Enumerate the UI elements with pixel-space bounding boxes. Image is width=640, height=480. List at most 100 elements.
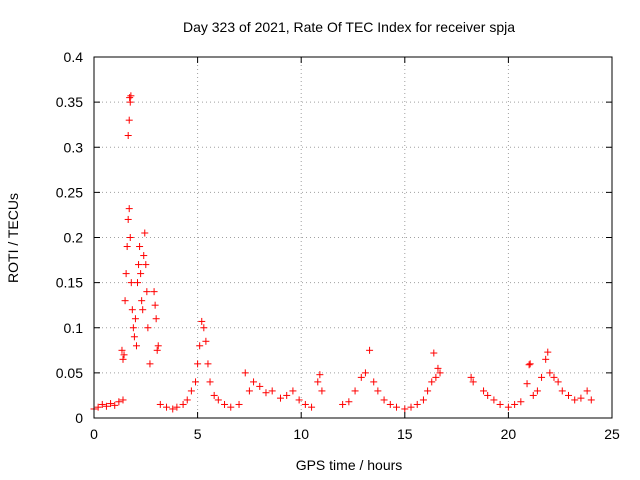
data-point — [154, 342, 162, 350]
data-point — [137, 270, 145, 278]
data-point — [152, 315, 160, 323]
data-point — [126, 94, 134, 102]
data-point — [143, 288, 151, 296]
data-point — [301, 400, 309, 408]
data-point — [583, 387, 591, 395]
data-point — [250, 378, 258, 386]
x-tick-label: 10 — [293, 426, 309, 442]
data-point — [194, 360, 202, 368]
grid — [94, 57, 612, 418]
data-point — [401, 405, 409, 413]
data-point — [119, 355, 127, 363]
data-point — [268, 387, 276, 395]
data-point — [146, 360, 154, 368]
data-point — [386, 400, 394, 408]
data-point — [150, 288, 158, 296]
data-point — [123, 243, 131, 251]
data-point — [127, 92, 135, 100]
data-point — [484, 391, 492, 399]
data-point — [204, 360, 212, 368]
data-point — [136, 243, 144, 251]
data-point — [357, 373, 365, 381]
data-point — [430, 349, 438, 357]
data-point — [295, 396, 303, 404]
data-point — [380, 396, 388, 404]
y-tick-label: 0.1 — [64, 320, 84, 336]
data-point — [318, 387, 326, 395]
data-point — [235, 400, 243, 408]
data-point — [196, 342, 204, 350]
data-point — [141, 229, 149, 237]
data-point — [314, 378, 322, 386]
data-point — [351, 387, 359, 395]
data-point — [187, 387, 195, 395]
data-point — [469, 378, 477, 386]
data-point — [144, 324, 152, 332]
data-point — [122, 270, 130, 278]
data-point — [256, 382, 264, 390]
data-point — [550, 373, 558, 381]
data-point — [523, 380, 531, 388]
x-tick-label: 5 — [194, 426, 202, 442]
data-point — [529, 391, 537, 399]
data-point — [227, 403, 235, 411]
data-point — [245, 387, 253, 395]
data-point — [424, 387, 432, 395]
data-point — [276, 394, 284, 402]
y-tick-label: 0.15 — [56, 275, 83, 291]
data-point — [107, 400, 115, 408]
y-tick-label: 0.25 — [56, 184, 83, 200]
data-point — [142, 261, 150, 269]
x-tick-label: 0 — [90, 426, 98, 442]
data-point — [517, 398, 525, 406]
data-point — [393, 403, 401, 411]
data-point — [115, 398, 123, 406]
data-point — [490, 396, 498, 404]
data-point — [131, 315, 139, 323]
data-point — [361, 369, 369, 377]
data-point — [156, 400, 164, 408]
data-point — [98, 400, 106, 408]
data-point — [126, 98, 134, 106]
data-point — [183, 396, 191, 404]
y-tick-label: 0.4 — [64, 49, 84, 65]
y-tick-label: 0.2 — [64, 230, 84, 246]
data-point — [132, 342, 140, 350]
data-point — [221, 400, 229, 408]
data-point — [428, 378, 436, 386]
data-point — [139, 306, 147, 314]
data-point — [436, 369, 444, 377]
data-point — [413, 400, 421, 408]
data-point — [480, 387, 488, 395]
data-point — [179, 400, 187, 408]
data-point — [127, 279, 135, 287]
data-point — [345, 398, 353, 406]
data-point — [200, 324, 208, 332]
data-point — [241, 369, 249, 377]
data-point — [169, 405, 177, 413]
x-tick-label: 25 — [604, 426, 620, 442]
data-point — [140, 252, 148, 260]
data-point — [434, 364, 442, 372]
chart-title: Day 323 of 2021, Rate Of TEC Index for r… — [183, 19, 515, 35]
data-point — [135, 261, 143, 269]
data-point — [525, 361, 533, 369]
x-tick-label: 15 — [397, 426, 413, 442]
data-point — [111, 401, 119, 409]
x-axis-label: GPS time / hours — [296, 457, 403, 473]
data-point — [130, 333, 138, 341]
data-point — [374, 387, 382, 395]
data-point — [102, 402, 110, 410]
data-point — [283, 391, 291, 399]
data-point — [571, 396, 579, 404]
data-point — [124, 215, 132, 223]
data-point — [432, 373, 440, 381]
data-point — [128, 306, 136, 314]
data-point — [214, 396, 222, 404]
data-point — [163, 403, 171, 411]
data-point — [370, 378, 378, 386]
data-point — [151, 301, 159, 309]
x-tick-label: 20 — [501, 426, 517, 442]
data-point — [119, 396, 127, 404]
